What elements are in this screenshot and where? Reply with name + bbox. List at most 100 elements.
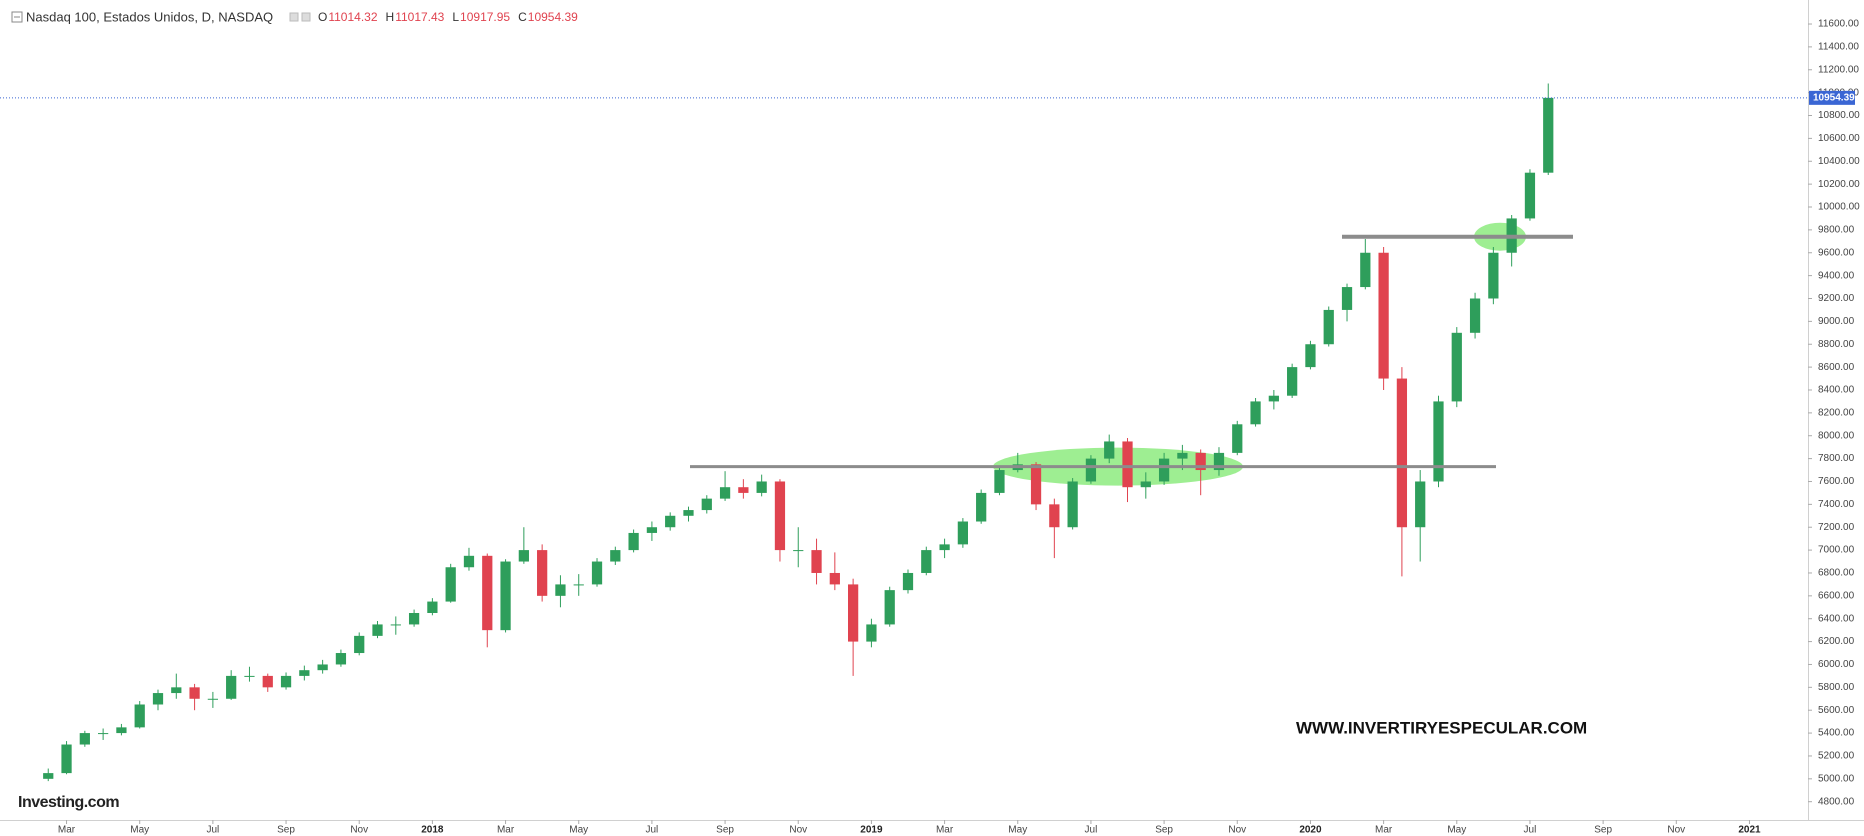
y-tick-label: 7400.00	[1818, 499, 1855, 510]
header-value: 11014.32	[328, 10, 377, 24]
candle-body	[1524, 172, 1536, 219]
y-tick-label: 6200.00	[1818, 636, 1855, 647]
candle-body	[1378, 252, 1389, 379]
candle-body	[1305, 344, 1316, 368]
candle-body	[665, 515, 676, 528]
candles	[43, 83, 1554, 782]
y-tick-label: 11600.00	[1818, 19, 1859, 30]
candle-body	[701, 498, 712, 511]
candle-body	[43, 773, 54, 779]
x-tick-label: Nov	[350, 825, 368, 836]
candle-body	[866, 624, 877, 642]
candle-body	[1268, 395, 1279, 402]
candle-body	[1085, 458, 1097, 482]
candle-body	[1543, 97, 1554, 173]
candle-body	[591, 561, 603, 585]
candle-body	[354, 635, 365, 654]
y-tick-label: 5200.00	[1818, 751, 1855, 762]
candle-body	[244, 675, 255, 677]
candle-body	[756, 481, 767, 493]
y-tick-label: 10400.00	[1818, 156, 1860, 167]
x-tick-label: 2020	[1299, 825, 1322, 836]
candle-body	[1451, 332, 1462, 402]
candle-body	[1488, 252, 1499, 299]
candle-body	[390, 624, 401, 626]
candle-body	[189, 687, 200, 699]
candle-body	[1158, 458, 1170, 482]
header-icons	[11, 11, 311, 23]
candle-body	[1213, 452, 1225, 471]
x-tick-label: Mar	[936, 825, 954, 836]
candle-body	[518, 550, 529, 562]
candle-body	[939, 544, 950, 551]
y-tick-label: 8400.00	[1818, 385, 1855, 396]
y-tick-label: 10800.00	[1818, 110, 1860, 121]
y-tick-label: 7000.00	[1818, 545, 1855, 556]
y-tick-label: 5000.00	[1818, 773, 1855, 784]
candle-body	[152, 693, 164, 705]
y-tick-label: 11400.00	[1818, 42, 1859, 53]
y-tick-label: 10200.00	[1818, 179, 1860, 190]
candle-body	[1049, 504, 1060, 528]
candle-body	[610, 550, 621, 562]
last-price-label: 10954.39	[1813, 92, 1855, 103]
y-tick-label: 9600.00	[1818, 247, 1855, 258]
candle-body	[1323, 309, 1334, 345]
candle-body	[1232, 424, 1243, 453]
candle-body	[1177, 452, 1188, 459]
y-tick-label: 5400.00	[1818, 728, 1855, 739]
last-price-tag	[1809, 90, 1855, 105]
candle-body	[683, 510, 694, 516]
candle-body	[957, 521, 968, 545]
header-value: 10954.39	[528, 10, 578, 24]
y-tick-label: 4800.00	[1818, 796, 1855, 807]
candle-body	[408, 612, 420, 625]
candle-body	[1469, 298, 1481, 333]
y-tick-label: 7200.00	[1818, 522, 1855, 533]
candle-body	[299, 670, 310, 676]
header-value: 11017.43	[395, 10, 444, 24]
y-tick-label: 9000.00	[1818, 316, 1855, 327]
candle-body	[1140, 481, 1151, 488]
close-icon[interactable]	[301, 12, 311, 22]
watermark: WWW.INVERTIRYESPECULAR.COM	[1296, 718, 1587, 737]
y-tick-label: 5600.00	[1818, 705, 1855, 716]
candle-body	[719, 487, 731, 499]
candle-body	[1433, 401, 1444, 482]
x-tick-label: Sep	[1594, 825, 1612, 836]
collapse-icon[interactable]	[11, 11, 23, 23]
candle-body	[994, 470, 1005, 493]
candle-body	[372, 624, 383, 636]
candle-body	[280, 675, 292, 688]
candle-body	[134, 704, 145, 728]
logo: Investing.com	[18, 794, 119, 811]
candle-body	[555, 584, 566, 596]
x-tick-label: 2021	[1738, 825, 1761, 836]
candle-body	[262, 675, 273, 688]
x-tick-label: 2018	[421, 825, 444, 836]
x-tick-label: May	[1008, 825, 1027, 836]
x-tick-label: Mar	[1375, 825, 1393, 836]
x-tick-label: May	[130, 825, 149, 836]
candle-body	[463, 555, 475, 568]
x-tick-label: Nov	[1228, 825, 1246, 836]
candle-body	[774, 481, 786, 551]
candle-body	[1030, 464, 1042, 505]
x-tick-label: May	[569, 825, 588, 836]
candle-body	[1195, 452, 1206, 471]
candle-body	[884, 590, 895, 625]
x-tick-label: Jul	[646, 825, 659, 836]
y-tick-label: 6400.00	[1818, 613, 1855, 624]
y-tick-label: 8200.00	[1818, 407, 1855, 418]
candle-body	[61, 744, 72, 774]
candle-body	[317, 664, 328, 671]
x-tick-label: Mar	[497, 825, 515, 836]
y-tick-label: 7600.00	[1818, 476, 1855, 487]
settings-icon[interactable]	[289, 12, 299, 22]
y-tick-label: 8000.00	[1818, 430, 1855, 441]
candle-body	[1415, 481, 1426, 528]
x-tick-label: Sep	[277, 825, 295, 836]
header-value: 10917.95	[460, 10, 510, 24]
